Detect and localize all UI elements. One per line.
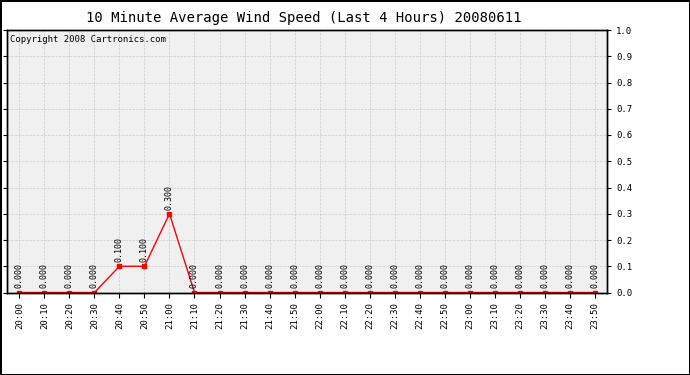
Text: 0.000: 0.000	[565, 263, 574, 288]
Text: 0.000: 0.000	[215, 263, 224, 288]
Text: 0.000: 0.000	[190, 263, 199, 288]
Text: 0.000: 0.000	[40, 263, 49, 288]
Text: 10 Minute Average Wind Speed (Last 4 Hours) 20080611: 10 Minute Average Wind Speed (Last 4 Hou…	[86, 11, 522, 25]
Text: 0.000: 0.000	[490, 263, 499, 288]
Text: 0.100: 0.100	[140, 237, 149, 262]
Text: 0.000: 0.000	[240, 263, 249, 288]
Text: 0.000: 0.000	[540, 263, 549, 288]
Text: 0.000: 0.000	[415, 263, 424, 288]
Text: 0.000: 0.000	[90, 263, 99, 288]
Text: 0.300: 0.300	[165, 184, 174, 210]
Text: 0.000: 0.000	[590, 263, 599, 288]
Text: 0.000: 0.000	[65, 263, 74, 288]
Text: 0.000: 0.000	[340, 263, 349, 288]
Text: 0.000: 0.000	[465, 263, 474, 288]
Text: 0.000: 0.000	[290, 263, 299, 288]
Text: 0.100: 0.100	[115, 237, 124, 262]
Text: 0.000: 0.000	[15, 263, 24, 288]
Text: Copyright 2008 Cartronics.com: Copyright 2008 Cartronics.com	[10, 35, 166, 44]
Text: 0.000: 0.000	[390, 263, 399, 288]
Text: 0.000: 0.000	[315, 263, 324, 288]
Text: 0.000: 0.000	[440, 263, 449, 288]
Text: 0.000: 0.000	[265, 263, 274, 288]
Text: 0.000: 0.000	[365, 263, 374, 288]
Text: 0.000: 0.000	[515, 263, 524, 288]
